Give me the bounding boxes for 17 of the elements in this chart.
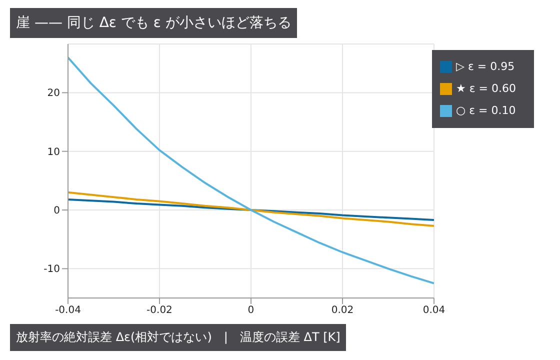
x-tick-label: 0 <box>248 305 254 316</box>
x-tick-label: 0.02 <box>331 305 354 316</box>
y-tick-label: -10 <box>44 264 60 276</box>
line-series <box>68 56 434 284</box>
y-tick-label: 0 <box>54 206 60 217</box>
x-tick-label: -0.02 <box>146 305 172 316</box>
y-tick-label: 20 <box>47 88 60 100</box>
legend-label: ★ ε = 0.60 <box>456 82 516 95</box>
y-tick-label: 10 <box>47 146 60 158</box>
line-series <box>68 191 434 227</box>
line-series <box>68 198 434 221</box>
chart-title: 崖 —— 同じ Δε でも ε が小さいほど落ちる <box>10 8 298 38</box>
legend-label: ○ ε = 0.10 <box>456 104 516 117</box>
x-tick-label: -0.04 <box>55 305 81 316</box>
x-axis-title: 放射率の絶対誤差 Δε(相対ではない) | 温度の誤差 ΔT [K] <box>10 324 346 351</box>
legend-label: ▷ ε = 0.95 <box>456 60 515 73</box>
x-tick-label: 0.04 <box>422 305 446 316</box>
